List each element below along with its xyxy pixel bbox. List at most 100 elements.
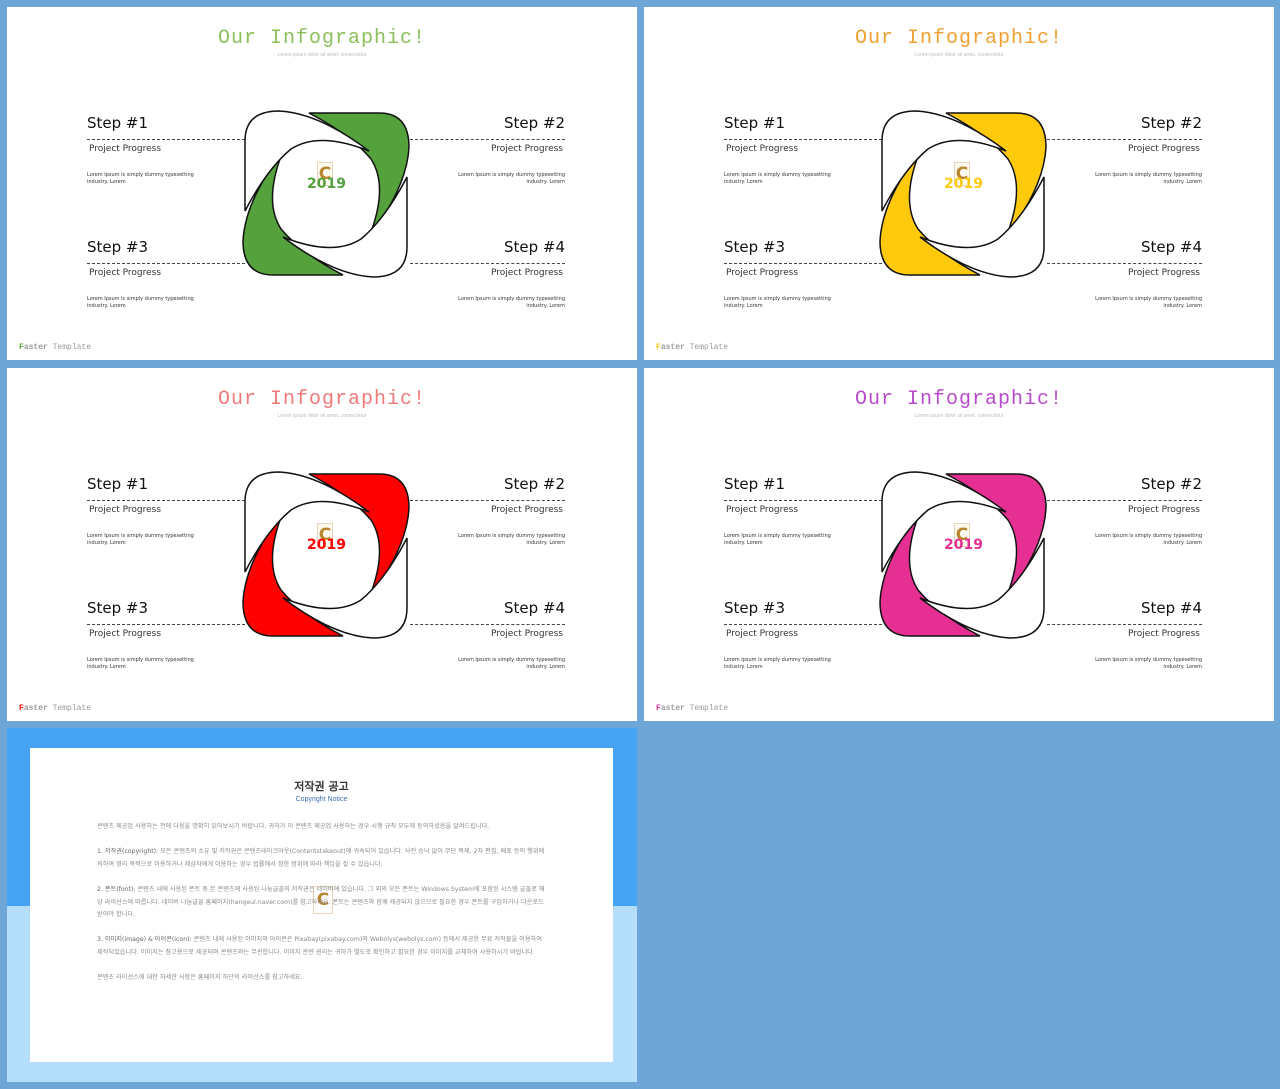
footer-brand: Faster Template: [656, 343, 728, 352]
brand-logo: C 2019: [307, 523, 346, 565]
section-text: 콘텐츠 내에 사용된 폰트 중 본 콘텐츠에 사용된 나눔글꼴의 저작권은 네이…: [97, 885, 545, 919]
slide-title: Our Infographic!: [217, 388, 427, 411]
brand-logo: C 2019: [944, 523, 983, 565]
dashed-connector: [1047, 624, 1202, 625]
swirl-blade-bottom-right: [919, 176, 1045, 278]
step-progress-label: Project Progress: [490, 629, 563, 639]
slide-subtitle: Lorem ipsum dolor sit amet, consectetur: [277, 52, 367, 58]
step-progress-label: Project Progress: [1127, 268, 1200, 278]
logo-year: 2019: [944, 537, 983, 553]
step-title: Step #4: [503, 238, 565, 256]
step-progress-label: Project Progress: [490, 268, 563, 278]
slide-title: Our Infographic!: [854, 388, 1064, 411]
step-progress-label: Project Progress: [89, 629, 162, 639]
notice-outro: 콘텐츠 라이선스에 대한 자세한 사항은 홈페이지 하단의 라이선스를 참고하세…: [97, 974, 303, 982]
dashed-connector: [1047, 139, 1202, 140]
footer-brand: Faster Template: [19, 704, 91, 713]
swirl-blade-bottom-right: [282, 537, 408, 639]
dashed-connector: [724, 139, 882, 140]
dashed-connector: [410, 263, 565, 264]
footer-initial: F: [656, 343, 661, 352]
step-progress-label: Project Progress: [89, 268, 162, 278]
step-description: Lorem Ipsum is simply dummy typesetting …: [87, 172, 194, 185]
logo-year: 2019: [944, 176, 983, 192]
dashed-connector: [410, 500, 565, 501]
slide-subtitle: Lorem ipsum dolor sit amet, consectetur: [914, 52, 1004, 58]
step-2: Step #2 Project Progress Lorem Ipsum is …: [385, 114, 565, 186]
notice-watermark-logo: C: [313, 886, 333, 914]
slide-subtitle: Lorem ipsum dolor sit amet, consectetur: [914, 413, 1004, 419]
footer-initial: F: [656, 704, 661, 713]
dashed-connector: [724, 500, 882, 501]
notice-intro: 콘텐츠 제공업 사용하는 전에 다음을 명확히 읽어보시기 바랍니다. 귀하가 …: [97, 823, 490, 830]
section-text: 모든 콘텐츠의 소유 및 저작권은 콘텐츠테이크아웃(Contentstakeo…: [97, 848, 545, 868]
step-description: Lorem Ipsum is simply dummy typesetting …: [458, 533, 565, 546]
step-title: Step #2: [1140, 114, 1202, 132]
dashed-connector: [410, 624, 565, 625]
step-title: Step #2: [503, 475, 565, 493]
step-title: Step #3: [724, 599, 786, 617]
notice-body: 콘텐츠 제공업 사용하는 전에 다음을 명확히 읽어보시기 바랍니다. 귀하가 …: [97, 821, 549, 997]
step-1: Step #1 Project Progress Lorem Ipsum is …: [87, 114, 267, 186]
step-description: Lorem Ipsum is simply dummy typesetting …: [724, 296, 831, 309]
notice-font-section: 2. 폰트(font): 콘텐츠 내에 사용된 폰트 중 본 콘텐츠에 사용된 …: [97, 884, 549, 922]
step-title: Step #2: [1140, 475, 1202, 493]
step-title: Step #2: [503, 114, 565, 132]
dashed-connector: [87, 500, 245, 501]
swirl-graphic: [879, 110, 1047, 278]
infographic-slide[interactable]: Our Infographic! Lorem ipsum dolor sit a…: [644, 7, 1274, 360]
step-4: Step #4 Project Progress Lorem Ipsum is …: [1022, 599, 1202, 671]
dashed-connector: [724, 624, 882, 625]
footer-brand-word: aster: [23, 704, 48, 713]
dashed-connector: [410, 139, 565, 140]
step-1: Step #1 Project Progress Lorem Ipsum is …: [724, 114, 904, 186]
step-2: Step #2 Project Progress Lorem Ipsum is …: [1022, 475, 1202, 547]
slide-title: Our Infographic!: [217, 27, 427, 50]
notice-title: 저작권 공고: [294, 780, 349, 793]
copyright-panel: 저작권 공고 Copyright Notice C 콘텐츠 제공업 사용하는 전…: [30, 748, 613, 1062]
swirl-blade-top-left: [244, 471, 370, 573]
step-description: Lorem Ipsum is simply dummy typesetting …: [87, 533, 194, 546]
step-title: Step #1: [724, 475, 786, 493]
step-title: Step #3: [724, 238, 786, 256]
step-title: Step #4: [1140, 238, 1202, 256]
swirl-blade-top-left: [244, 110, 370, 212]
copyright-slide[interactable]: 저작권 공고 Copyright Notice C 콘텐츠 제공업 사용하는 전…: [7, 728, 637, 1082]
step-description: Lorem Ipsum is simply dummy typesetting …: [724, 533, 831, 546]
notice-image-section: 3. 이미지(image) & 아이콘(icon): 콘텐츠 내에 사용된 이미…: [97, 934, 549, 959]
swirl-graphic: [242, 471, 410, 639]
swirl-graphic: [242, 110, 410, 278]
footer-brand-word: aster: [660, 704, 685, 713]
step-title: Step #1: [87, 475, 149, 493]
step-progress-label: Project Progress: [490, 144, 563, 154]
footer-template-word: Template: [47, 704, 92, 713]
footer-brand: Faster Template: [656, 704, 728, 713]
step-description: Lorem Ipsum is simply dummy typesetting …: [1095, 657, 1202, 670]
step-progress-label: Project Progress: [490, 505, 563, 515]
step-1: Step #1 Project Progress Lorem Ipsum is …: [87, 475, 267, 547]
notice-copyright-section: 1. 저작권(copyright): 모든 콘텐츠의 소유 및 저작권은 콘텐츠…: [97, 846, 549, 871]
step-progress-label: Project Progress: [1127, 144, 1200, 154]
step-progress-label: Project Progress: [89, 144, 162, 154]
step-description: Lorem Ipsum is simply dummy typesetting …: [458, 296, 565, 309]
section-heading: 3. 이미지(image) & 아이콘(icon):: [97, 936, 192, 944]
dashed-connector: [87, 139, 245, 140]
step-description: Lorem Ipsum is simply dummy typesetting …: [724, 172, 831, 185]
infographic-slide[interactable]: Our Infographic! Lorem ipsum dolor sit a…: [7, 368, 637, 721]
logo-letter: C: [954, 162, 970, 186]
brand-logo: C 2019: [944, 162, 983, 204]
step-description: Lorem Ipsum is simply dummy typesetting …: [1095, 533, 1202, 546]
dashed-connector: [1047, 500, 1202, 501]
footer-brand: Faster Template: [19, 343, 91, 352]
step-progress-label: Project Progress: [726, 268, 799, 278]
infographic-slide[interactable]: Our Infographic! Lorem ipsum dolor sit a…: [644, 368, 1274, 721]
footer-template-word: Template: [684, 704, 729, 713]
step-title: Step #3: [87, 599, 149, 617]
infographic-slide[interactable]: Our Infographic! Lorem ipsum dolor sit a…: [7, 7, 637, 360]
footer-template-word: Template: [47, 343, 92, 352]
footer-initial: F: [19, 704, 24, 713]
swirl-graphic: [879, 471, 1047, 639]
dashed-connector: [87, 624, 245, 625]
section-heading: 2. 폰트(font):: [97, 885, 136, 893]
dashed-connector: [87, 263, 245, 264]
